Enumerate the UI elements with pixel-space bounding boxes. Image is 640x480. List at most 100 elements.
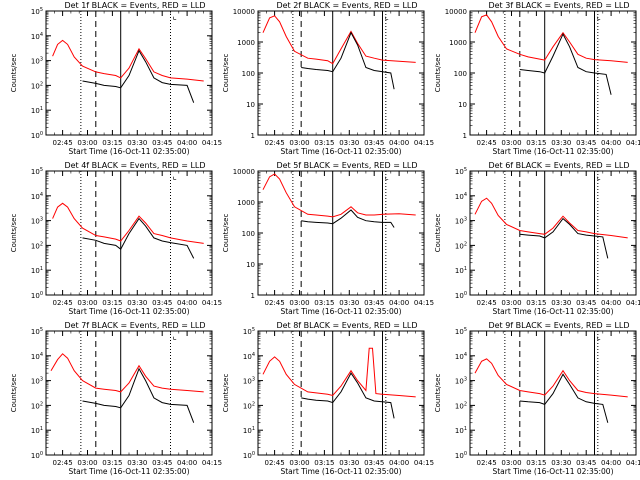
x-tick-label: 04:00 — [177, 139, 197, 147]
y-tick-label: 103 — [31, 377, 43, 386]
x-tick-label: 02:45 — [477, 299, 497, 307]
y-tick-exponent: 2 — [464, 241, 467, 247]
chart-panel-3: Det 3f BLACK = Events, RED = LLD 1 10 100 10… — [434, 1, 640, 156]
y-tick-exponent: 3 — [40, 217, 43, 223]
y-tick-exponent: 5 — [40, 7, 43, 13]
y-tick-label: 101 — [455, 426, 467, 435]
y-tick-exponent: 4 — [40, 32, 43, 38]
chart-panel-9: Det 9f BLACK = Events, RED = LLD10010110… — [434, 321, 640, 476]
y-tick-label: 1 — [251, 292, 255, 300]
y-tick-exponent: 2 — [40, 81, 43, 87]
x-tick-label: 03:15 — [526, 139, 546, 147]
x-tick-label: 04:15 — [414, 459, 434, 467]
series-events — [519, 217, 609, 259]
plot-frame — [469, 170, 637, 296]
y-tick-label: 100 — [31, 291, 43, 300]
x-tick-label: 04:00 — [389, 459, 409, 467]
x-tick-label: 04:15 — [202, 299, 222, 307]
y-tick-label: 1000 — [237, 39, 255, 47]
x-tick-label: 03:00 — [77, 459, 97, 467]
x-tick-label: 03:00 — [501, 139, 521, 147]
y-tick-exponent: 0 — [252, 451, 255, 457]
y-tick-label: 105 — [31, 327, 43, 336]
y-tick-label: 10 — [246, 101, 255, 109]
y-tick-exponent: 1 — [464, 426, 467, 432]
y-tick-exponent: 0 — [40, 131, 43, 137]
y-tick-label: 101 — [31, 426, 43, 435]
y-tick-label: 104 — [31, 32, 43, 41]
y-tick-exponent: 1 — [40, 426, 43, 432]
interval-marker: ⌞ — [385, 12, 389, 22]
x-tick-label: 03:15 — [526, 459, 546, 467]
x-tick-label: 04:00 — [601, 139, 621, 147]
y-tick-exponent: 5 — [464, 167, 467, 173]
y-tick-exponent: 3 — [464, 217, 467, 223]
y-tick-label: 100 — [455, 291, 467, 300]
y-tick-exponent: 5 — [464, 327, 467, 333]
y-tick-label: 101 — [455, 266, 467, 275]
y-tick-label: 1000 — [237, 199, 255, 207]
y-tick-label: 100 — [243, 451, 255, 460]
x-tick-label: 03:00 — [289, 139, 309, 147]
series-lld — [474, 358, 628, 398]
y-tick-label: 10000 — [233, 8, 255, 16]
x-tick-label: 03:30 — [127, 139, 147, 147]
panel-title: Det 3f BLACK = Events, RED = LLD — [488, 1, 629, 10]
panel-title: Det 2f BLACK = Events, RED = LLD — [276, 1, 417, 10]
y-tick-label: 103 — [31, 217, 43, 226]
chart-panel-8: Det 8f BLACK = Events, RED = LLD10010110… — [222, 321, 434, 476]
y-tick-exponent: 3 — [252, 377, 255, 383]
x-tick-label: 04:00 — [601, 459, 621, 467]
y-tick-label: 103 — [455, 377, 467, 386]
chart-panel-7: Det 7f BLACK = Events, RED = LLD10010110… — [10, 321, 222, 476]
chart-panel-6: Det 6f BLACK = Events, RED = LLD 100 101 10… — [434, 161, 640, 316]
x-tick-label: 02:45 — [477, 139, 497, 147]
chart-panel-4: Det 4f BLACK = Events, RED = LLD10010110… — [10, 161, 222, 316]
y-axis-label: Counts/sec — [10, 54, 18, 93]
series-events — [82, 367, 195, 423]
y-tick-label: 102 — [31, 241, 43, 250]
y-tick-label: 100 — [455, 451, 467, 460]
series-lld — [474, 197, 628, 239]
x-tick-label: 02:45 — [477, 459, 497, 467]
x-tick-label: 03:15 — [314, 459, 334, 467]
y-tick-exponent: 3 — [40, 57, 43, 63]
x-tick-label: 03:45 — [364, 299, 384, 307]
y-tick-exponent: 2 — [40, 401, 43, 407]
panel-title: Det 9f BLACK = Events, RED = LLD — [488, 321, 629, 330]
x-tick-label: 02:45 — [265, 459, 285, 467]
x-tick-label: 03:30 — [339, 139, 359, 147]
x-tick-label: 03:45 — [364, 139, 384, 147]
y-axis-label: Counts/sec — [222, 374, 230, 413]
y-axis-label: Counts/sec — [434, 214, 442, 253]
y-axis-label: Counts/sec — [434, 54, 442, 93]
interval-marker: ⌞ — [385, 332, 389, 342]
x-axis-label: Start Time (16-Oct-11 02:35:00) — [492, 307, 613, 316]
panel-title: Det 6f BLACK = Events, RED = LLD — [488, 161, 629, 170]
y-tick-label: 102 — [31, 401, 43, 410]
x-tick-label: 03:45 — [152, 139, 172, 147]
y-axis-label: Counts/sec — [222, 54, 230, 93]
series-lld — [262, 15, 416, 65]
y-tick-label: 1000 — [449, 39, 467, 47]
y-tick-label: 100 — [31, 451, 43, 460]
y-tick-exponent: 5 — [40, 327, 43, 333]
y-tick-exponent: 3 — [40, 377, 43, 383]
y-tick-label: 100 — [454, 70, 467, 78]
x-tick-label: 03:45 — [152, 459, 172, 467]
y-tick-label: 105 — [455, 167, 467, 176]
y-tick-label: 100 — [242, 230, 255, 238]
series-lld — [474, 14, 628, 63]
x-tick-label: 04:00 — [389, 139, 409, 147]
y-tick-label: 103 — [455, 217, 467, 226]
y-tick-exponent: 4 — [464, 352, 467, 358]
x-tick-label: 03:15 — [526, 299, 546, 307]
x-tick-label: 03:00 — [501, 299, 521, 307]
interval-marker: ⌞ — [173, 332, 177, 342]
x-axis-label: Start Time (16-Oct-11 02:35:00) — [280, 467, 401, 476]
x-tick-label: 03:30 — [339, 459, 359, 467]
y-tick-label: 10000 — [445, 8, 467, 16]
y-tick-exponent: 0 — [464, 291, 467, 297]
y-axis-label: Counts/sec — [222, 214, 230, 253]
